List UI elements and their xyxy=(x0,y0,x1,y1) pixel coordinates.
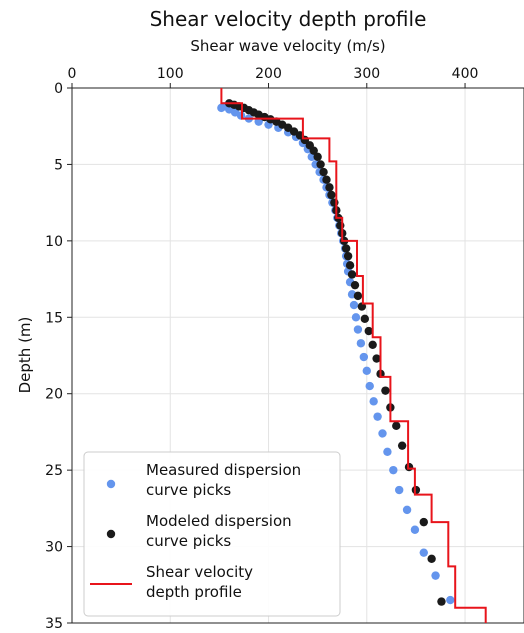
modeled-point xyxy=(325,183,334,192)
plot-frame xyxy=(71,87,524,624)
measured-point xyxy=(353,325,363,334)
measured-point xyxy=(359,352,369,362)
y-tick-label: 0 xyxy=(54,81,63,97)
modeled-point xyxy=(327,190,336,200)
modeled-point xyxy=(427,554,436,563)
modeled-point xyxy=(347,270,357,279)
measured-point xyxy=(389,465,398,475)
legend-marker-measured xyxy=(106,479,116,489)
modeled-point xyxy=(397,441,407,450)
y-ticks: 0 5 10 15 20 25 30 35 xyxy=(45,81,72,632)
legend-box xyxy=(83,451,341,617)
legend-label-modeled-line1: Modeled dispersion xyxy=(146,512,292,530)
measured-point xyxy=(378,429,387,438)
modeled-point xyxy=(309,146,318,155)
modeled-point xyxy=(345,261,355,270)
measured-point xyxy=(362,366,371,375)
modeled-point xyxy=(343,251,353,261)
measured-point xyxy=(431,571,440,580)
y-tick-label: 30 xyxy=(45,540,63,556)
measured-point xyxy=(349,300,359,310)
measured-point xyxy=(395,485,404,495)
y-tick-label: 15 xyxy=(45,310,63,326)
modeled-point xyxy=(392,421,401,431)
x-tick-label: 300 xyxy=(353,66,380,82)
modeled-point xyxy=(381,386,390,395)
chart-title: Shear velocity depth profile xyxy=(150,7,427,31)
measured-point xyxy=(410,525,420,534)
x-tick-label: 0 xyxy=(68,66,77,82)
legend-marker-modeled xyxy=(106,529,116,539)
measured-point xyxy=(365,381,374,391)
y-tick-label: 35 xyxy=(45,616,63,632)
measured-point xyxy=(351,313,361,322)
modeled-point xyxy=(372,354,381,363)
y-tick-label: 5 xyxy=(54,157,63,173)
modeled-point xyxy=(319,167,328,177)
x-tick-label: 400 xyxy=(452,66,479,82)
legend-label-measured-line1: Measured dispersion xyxy=(146,461,301,479)
modeled-point xyxy=(350,280,360,290)
modeled-point xyxy=(368,340,377,349)
measured-point xyxy=(402,505,412,515)
modeled-point xyxy=(341,244,351,253)
modeled-point xyxy=(313,152,322,161)
x-tick-label: 100 xyxy=(157,66,184,82)
modeled-point xyxy=(360,314,370,324)
modeled-point xyxy=(353,291,363,301)
modeled-point xyxy=(322,175,331,184)
legend-label-profile-line2: depth profile xyxy=(146,583,242,601)
legend-label-profile-line1: Shear velocity xyxy=(146,563,253,581)
modeled-point xyxy=(419,517,428,527)
profile-line xyxy=(220,88,487,623)
y-tick-label: 25 xyxy=(45,463,63,479)
modeled-point xyxy=(316,160,325,169)
measured-point xyxy=(446,595,455,605)
y-axis-label: Depth (m) xyxy=(16,317,34,394)
modeled-point xyxy=(364,326,373,336)
x-ticks: 0 100 200 300 400 xyxy=(68,66,479,88)
measured-point xyxy=(373,412,382,421)
y-tick-label: 10 xyxy=(45,234,63,250)
measured-point xyxy=(383,447,392,456)
modeled-point xyxy=(437,597,446,606)
x-tick-label: 200 xyxy=(255,66,282,82)
x-axis-label: Shear wave velocity (m/s) xyxy=(190,37,385,55)
legend-label-modeled-line2: curve picks xyxy=(146,532,231,550)
measured-point xyxy=(419,548,428,557)
measured-point xyxy=(356,339,366,348)
measured-point xyxy=(369,397,378,406)
legend-label-measured-line2: curve picks xyxy=(146,481,231,499)
legend: Measured dispersion curve picks Modeled … xyxy=(83,451,341,617)
plot-series xyxy=(217,88,487,623)
y-tick-label: 20 xyxy=(45,387,63,403)
modeled-point xyxy=(411,485,421,495)
